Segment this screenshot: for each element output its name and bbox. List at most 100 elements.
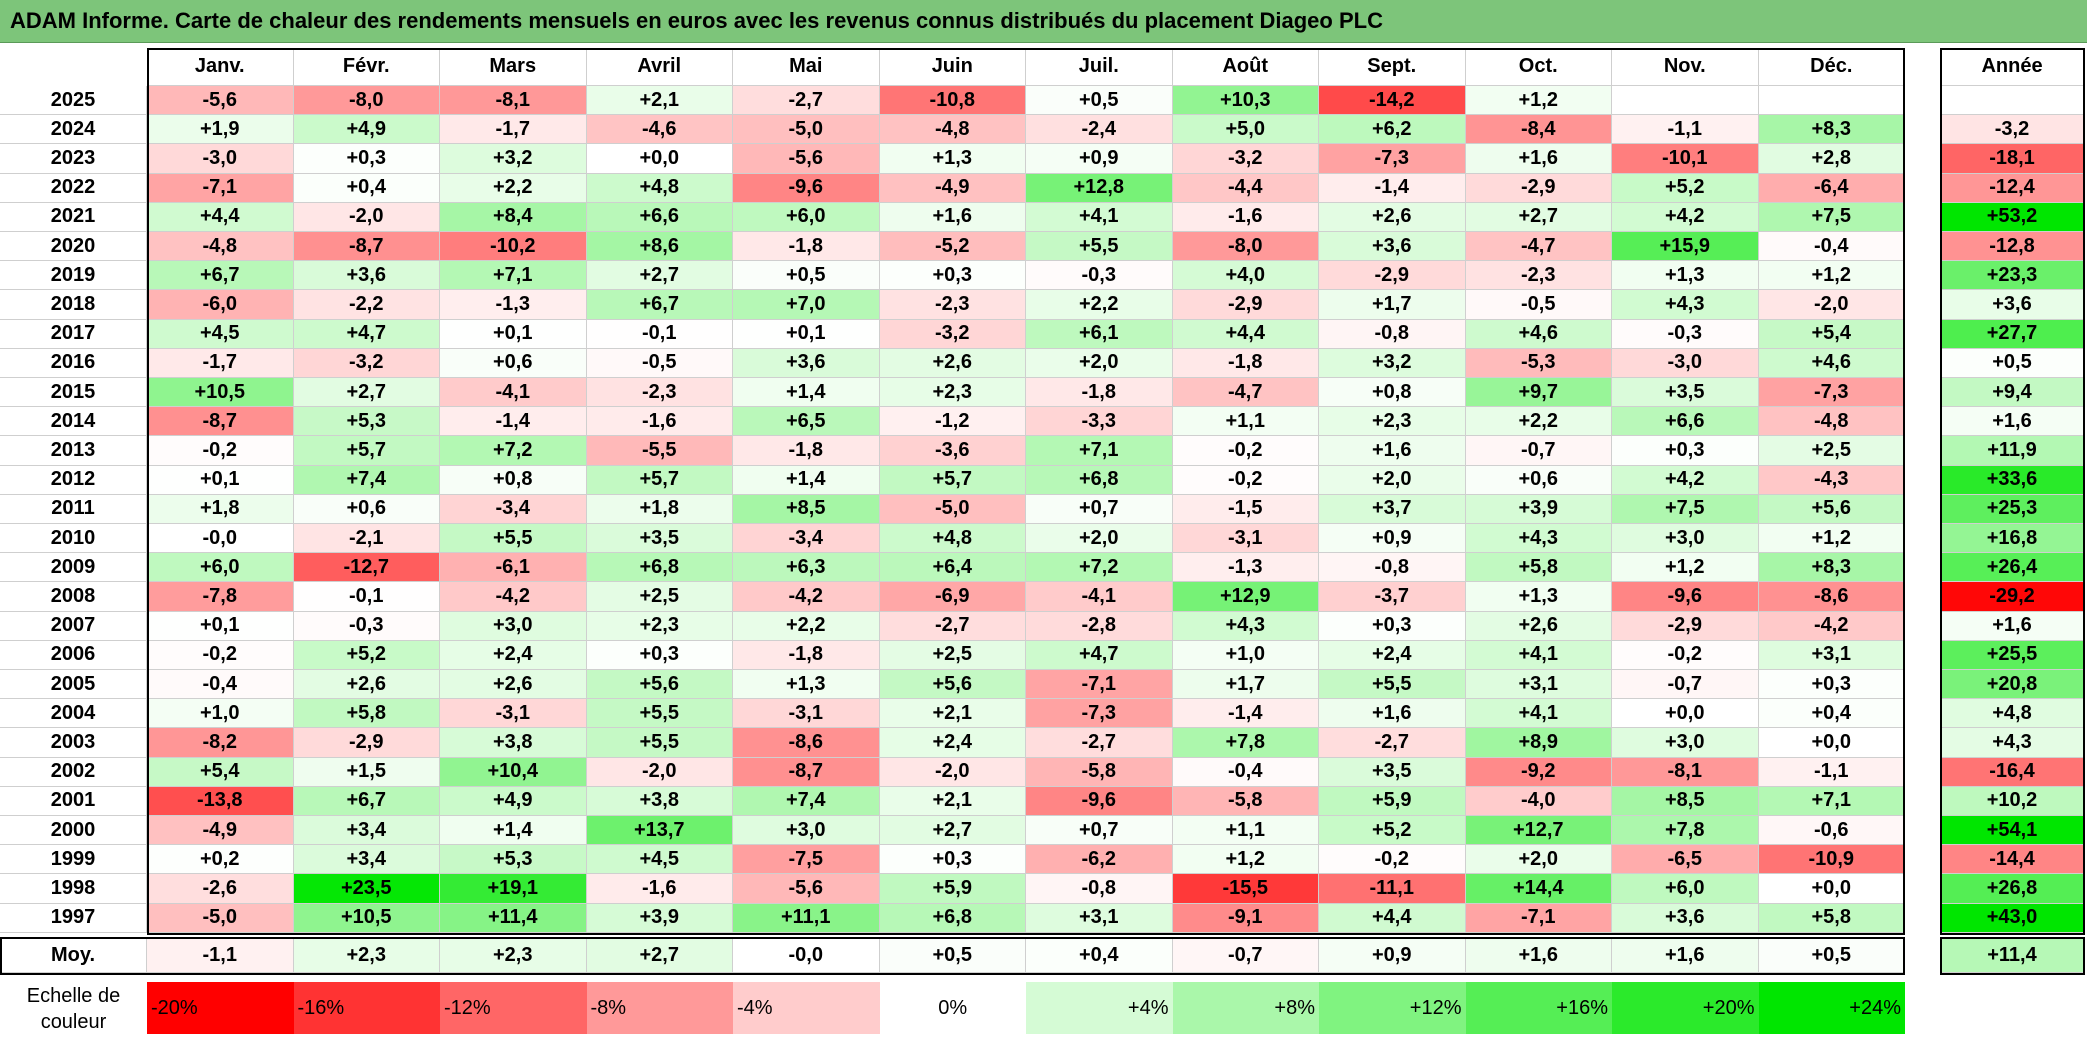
heatmap-cell: +3,6 (1319, 232, 1466, 262)
heatmap-cell: +5,8 (293, 699, 440, 729)
heatmap-cell: +7,4 (293, 465, 440, 495)
heatmap-cell: -0,8 (1319, 319, 1466, 349)
heatmap-cell: +0,3 (1758, 670, 1905, 700)
color-scale-label-line1: Echelle de (26, 984, 121, 1007)
heatmap-cell: +0,6 (440, 348, 587, 378)
heatmap-cell: +3,0 (1612, 524, 1759, 554)
heatmap-cell: -4,2 (733, 582, 880, 612)
heatmap-cell: -5,6 (147, 86, 294, 116)
annual-cell: +1,6 (1940, 611, 2085, 641)
heatmap-cell: -5,0 (733, 115, 880, 145)
heatmap-cell: +2,7 (879, 816, 1026, 846)
heatmap-cell: +3,7 (1319, 494, 1466, 524)
average-cell: +2,7 (586, 938, 733, 973)
heatmap-cell: +6,7 (147, 261, 294, 291)
heatmap-cell: -3,4 (440, 494, 587, 524)
year-label: 2004 (0, 699, 147, 729)
heatmap-cell: -6,5 (1612, 845, 1759, 875)
annual-cell: +23,3 (1940, 261, 2085, 291)
heatmap-cell: -6,2 (1026, 845, 1173, 875)
heatmap-cell: -0,4 (1758, 232, 1905, 262)
month-header: Févr. (293, 48, 440, 86)
heatmap-cell: +1,9 (147, 115, 294, 145)
heatmap-cell: +0,9 (1026, 144, 1173, 174)
heatmap-cell: -2,4 (1026, 115, 1173, 145)
heatmap-cell: -2,2 (293, 290, 440, 320)
heatmap-cell: -4,0 (1465, 786, 1612, 816)
heatmap-cell: +2,1 (879, 786, 1026, 816)
heatmap-cell: +1,3 (1612, 261, 1759, 291)
heatmap-cell: +7,8 (1612, 816, 1759, 846)
heatmap-cell: -11,1 (1319, 874, 1466, 904)
average-cell: +1,6 (1465, 938, 1612, 973)
heatmap-cell: +0,1 (147, 465, 294, 495)
heatmap-cell: +10,5 (147, 378, 294, 408)
heatmap-cell: -5,8 (1172, 786, 1319, 816)
heatmap-cell: -1,4 (1319, 173, 1466, 203)
heatmap-cell: +14,4 (1465, 874, 1612, 904)
heatmap-cell: -3,1 (733, 699, 880, 729)
color-scale-swatch: 0% (879, 982, 1026, 1034)
heatmap-cell: +19,1 (440, 874, 587, 904)
heatmap-cell: +8,4 (440, 202, 587, 232)
year-label: 1998 (0, 874, 147, 904)
heatmap-cell: +10,4 (440, 757, 587, 787)
heatmap-cell: -3,3 (1026, 407, 1173, 437)
heatmap-cell: +1,6 (1319, 699, 1466, 729)
year-label: 2018 (0, 290, 147, 320)
heatmap-cell: -7,5 (733, 845, 880, 875)
heatmap-cell: -0,2 (1319, 845, 1466, 875)
heatmap-cell: +3,1 (1758, 640, 1905, 670)
heatmap-cell: -14,2 (1319, 86, 1466, 116)
heatmap-cell: -5,5 (586, 436, 733, 466)
average-cell: -1,1 (147, 938, 294, 973)
month-header: Juin (879, 48, 1026, 86)
heatmap-cell: +5,6 (879, 670, 1026, 700)
year-label: 2006 (0, 640, 147, 670)
annual-cell: +25,5 (1940, 640, 2085, 670)
heatmap-cell: -7,1 (147, 173, 294, 203)
heatmap-cell: +5,6 (586, 670, 733, 700)
heatmap-cell: +1,6 (1465, 144, 1612, 174)
heatmap-cell: -5,2 (879, 232, 1026, 262)
heatmap-cell: -6,0 (147, 290, 294, 320)
heatmap-cell: +5,5 (586, 728, 733, 758)
year-label: 2012 (0, 465, 147, 495)
heatmap-cell: +1,0 (147, 699, 294, 729)
heatmap-cell: +3,1 (1465, 670, 1612, 700)
heatmap-cell: -2,7 (879, 611, 1026, 641)
annual-cell: +16,8 (1940, 524, 2085, 554)
heatmap-cell: +1,4 (440, 816, 587, 846)
heatmap-cell: -3,0 (147, 144, 294, 174)
heatmap-cell: +4,5 (147, 319, 294, 349)
month-header: Mai (733, 48, 880, 86)
heatmap-cell: +23,5 (293, 874, 440, 904)
heatmap-cell: +1,2 (1758, 524, 1905, 554)
heatmap-cell: +6,6 (586, 202, 733, 232)
heatmap-cell: -2,3 (586, 378, 733, 408)
heatmap-cell: -4,8 (1758, 407, 1905, 437)
heatmap-cell: -4,2 (1758, 611, 1905, 641)
heatmap-cell: +4,6 (1465, 319, 1612, 349)
heatmap-cell: -4,7 (1465, 232, 1612, 262)
heatmap-cell: +5,2 (1612, 173, 1759, 203)
heatmap-cell: +13,7 (586, 816, 733, 846)
heatmap-cell: +0,0 (1612, 699, 1759, 729)
heatmap-cell: +3,8 (586, 786, 733, 816)
annual-cell: +4,3 (1940, 728, 2085, 758)
heatmap-cell: -9,2 (1465, 757, 1612, 787)
year-label: 2005 (0, 670, 147, 700)
heatmap-cell: +6,3 (733, 553, 880, 583)
heatmap-cell: -0,2 (1172, 436, 1319, 466)
heatmap-cell: +0,7 (1026, 494, 1173, 524)
heatmap-cell: +2,7 (586, 261, 733, 291)
heatmap-cell: +1,7 (1319, 290, 1466, 320)
heatmap-cell: -3,2 (293, 348, 440, 378)
heatmap-cell: +4,4 (1172, 319, 1319, 349)
heatmap-cell: -8,7 (733, 757, 880, 787)
heatmap-cell: -1,7 (147, 348, 294, 378)
annual-cell: -18,1 (1940, 144, 2085, 174)
heatmap-cell: +6,5 (733, 407, 880, 437)
heatmap-cell: +6,0 (147, 553, 294, 583)
heatmap-cell: +15,9 (1612, 232, 1759, 262)
